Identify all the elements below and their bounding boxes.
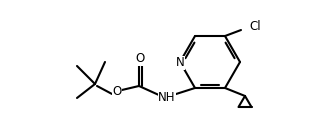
- Text: O: O: [136, 52, 145, 66]
- Text: Cl: Cl: [249, 20, 260, 33]
- Text: NH: NH: [158, 91, 176, 105]
- Text: N: N: [176, 57, 184, 69]
- Text: O: O: [112, 85, 122, 98]
